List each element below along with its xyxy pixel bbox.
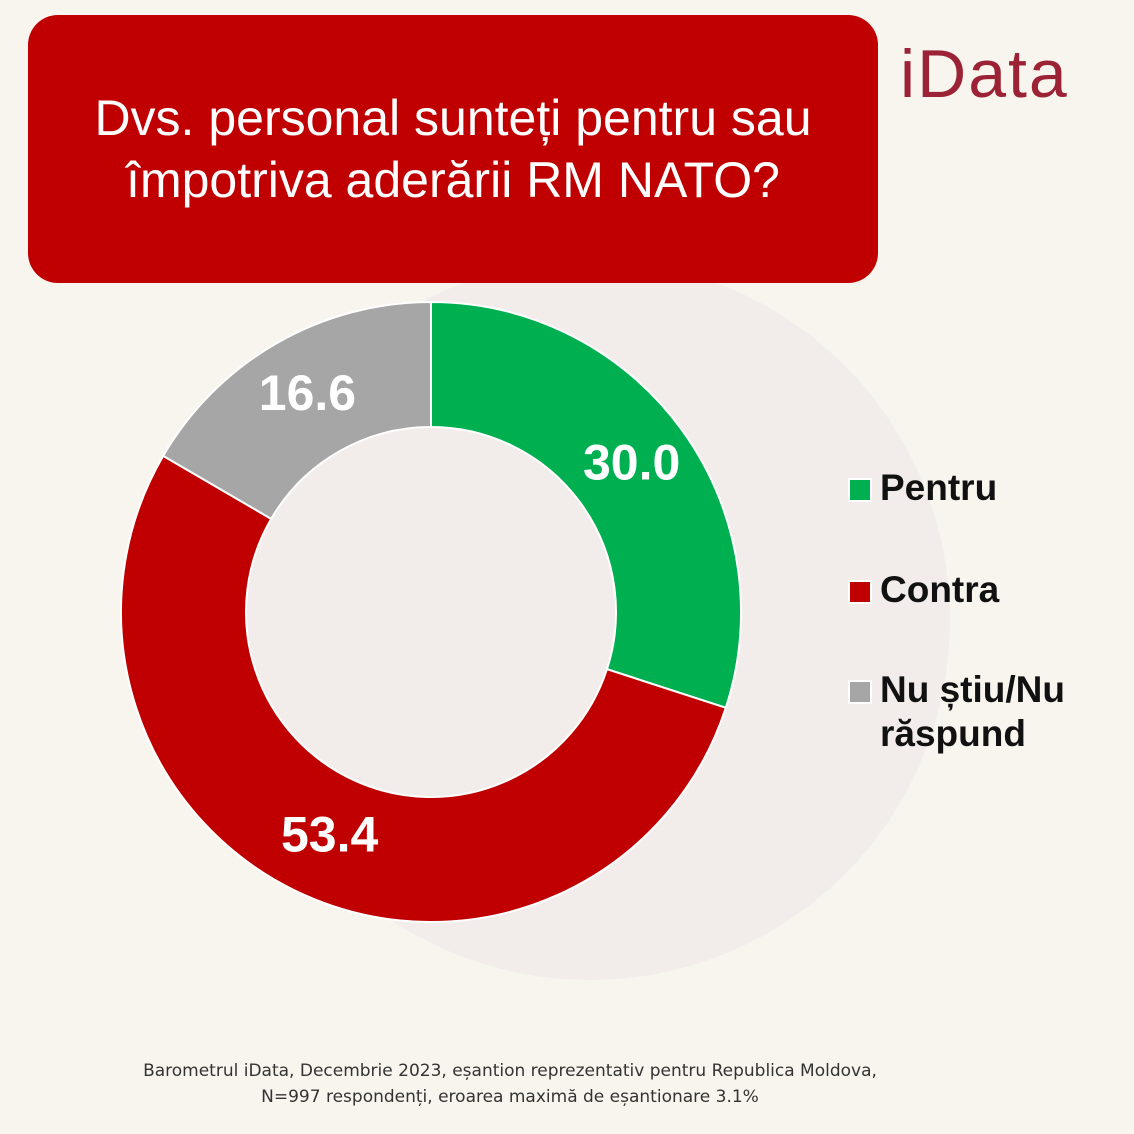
donut-segment: [430, 300, 742, 710]
donut-segment: [120, 454, 728, 923]
value-label: 16.6: [259, 365, 356, 421]
legend-swatch: [848, 680, 872, 704]
legend-label: Nu știu/Nu răspund: [880, 669, 1065, 754]
legend-label: Contra: [880, 569, 1000, 610]
footnote-line: N=997 respondenți, eroarea maximă de eșa…: [261, 1087, 759, 1107]
legend-swatch: [848, 478, 872, 502]
footnote: Barometrul iData, Decembrie 2023, eșanti…: [110, 1058, 910, 1110]
donut-segment: [161, 300, 432, 521]
legend-label: Pentru: [880, 467, 998, 508]
value-label: 53.4: [281, 807, 379, 863]
chart-title: Dvs. personal sunteți pentru sau împotri…: [28, 15, 878, 283]
legend-swatch: [848, 580, 872, 604]
logo: iData: [900, 36, 1069, 112]
value-label: 30.0: [583, 434, 680, 490]
footnote-line: Barometrul iData, Decembrie 2023, eșanti…: [143, 1061, 877, 1081]
